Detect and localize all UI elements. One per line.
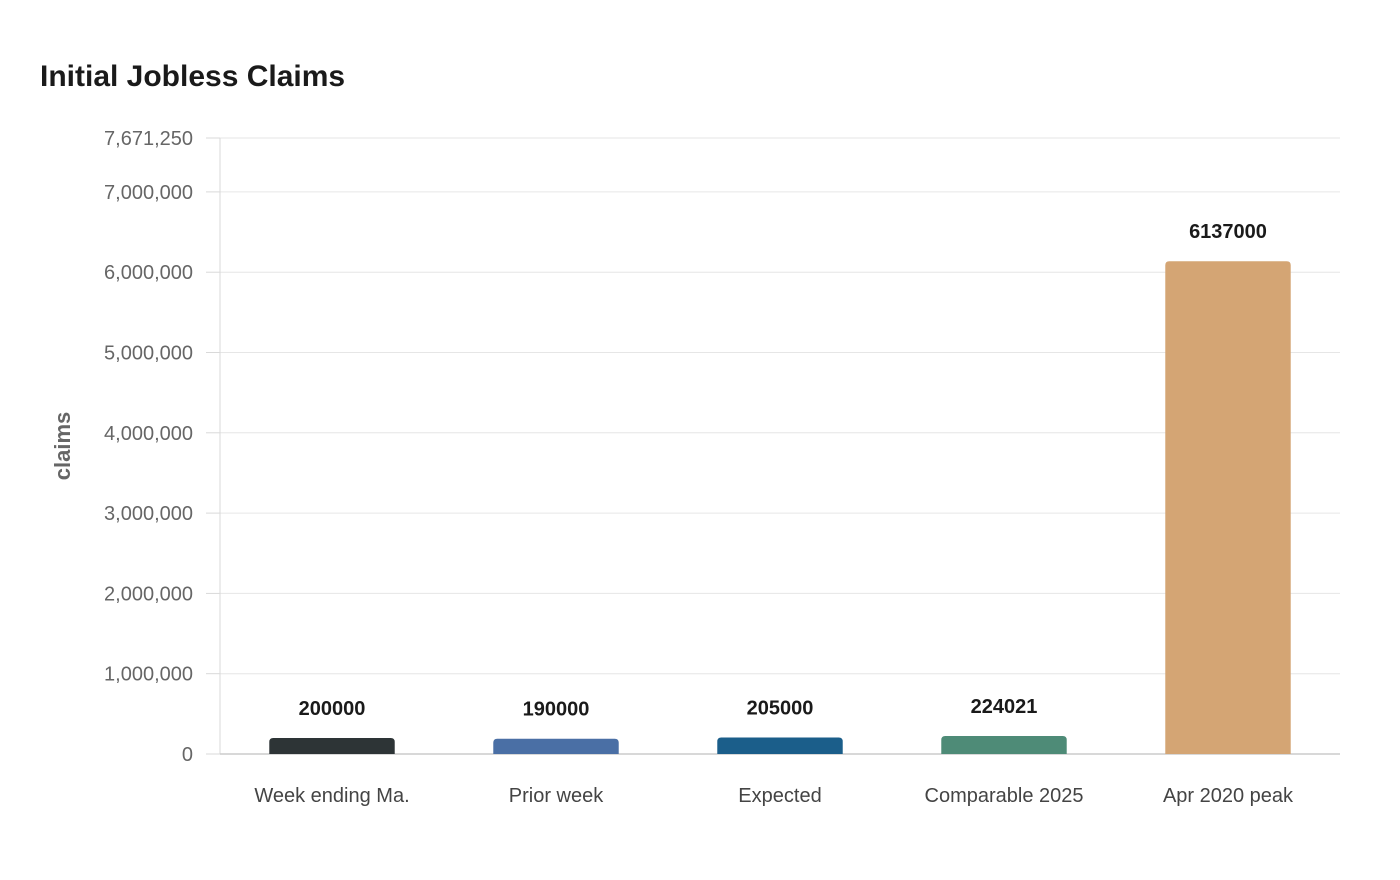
y-tick-label: 7,671,250 — [104, 128, 193, 150]
data-label: 205000 — [747, 698, 814, 720]
bar — [1165, 261, 1291, 754]
y-tick-label: 6,000,000 — [104, 262, 193, 284]
y-tick-label: 0 — [182, 744, 193, 766]
y-axis-title: claims — [50, 412, 75, 481]
bar — [493, 738, 619, 754]
x-tick-label: Week ending Ma. — [254, 785, 409, 807]
data-label: 200000 — [299, 698, 366, 720]
bar — [941, 736, 1067, 754]
x-tick-label: Comparable 2025 — [925, 785, 1084, 807]
data-label: 6137000 — [1189, 221, 1267, 243]
chart-title: Initial Jobless Claims — [40, 60, 346, 93]
x-tick-label: Prior week — [509, 785, 604, 807]
y-tick-label: 1,000,000 — [104, 664, 193, 686]
data-label: 224021 — [971, 696, 1038, 718]
labels: 0 1,000,000 2,000,000 3,000,000 4,000,000 5,0… — [104, 128, 1294, 807]
x-tick-label: Apr 2020 peak — [1163, 785, 1294, 807]
gridlines — [206, 137, 1340, 755]
data-label: 190000 — [523, 699, 590, 721]
x-tick-label: Expected — [738, 785, 821, 807]
y-tick-label: 3,000,000 — [104, 503, 193, 525]
y-tick-label: 5,000,000 — [104, 343, 193, 365]
bar — [717, 737, 843, 754]
bar — [269, 737, 395, 754]
y-tick-label: 7,000,000 — [104, 182, 193, 204]
y-tick-label: 4,000,000 — [104, 423, 193, 445]
bars — [269, 261, 1291, 754]
y-tick-label: 2,000,000 — [104, 583, 193, 605]
